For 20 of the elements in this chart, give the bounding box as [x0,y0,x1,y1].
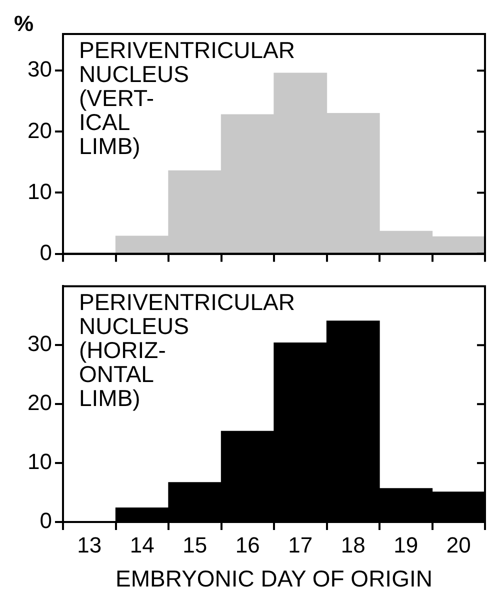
y-tick-label: 10 [28,449,52,474]
x-tick-label: 15 [182,532,208,558]
y-tick-label: 30 [28,56,52,82]
y-axis-title: % [14,11,34,36]
x-tick-label: 17 [288,532,313,558]
x-tick-label: 19 [394,532,418,558]
y-tick-label: 10 [28,178,52,204]
y-tick-label: 0 [40,508,52,534]
text: PERIVENTRICULAR NUCLEUS (HORIZ- ONTAL LIMB) [79,289,295,412]
text: PERIVENTRICULAR NUCLEUS (VERT- ICAL LIMB) [79,36,295,159]
x-tick-label: 13 [77,532,102,558]
x-axis-title: EMBRYONIC DAY OF ORIGIN [116,566,432,592]
x-tick-label: 18 [340,532,366,558]
x-tick-label: 20 [446,532,471,558]
y-tick-label: 20 [28,118,52,143]
x-tick-label: 16 [235,532,260,558]
y-tick-label: 30 [28,331,52,356]
y-tick-label: 20 [28,390,52,416]
x-tick-label: 14 [130,532,154,558]
y-tick-label: 0 [40,240,52,265]
